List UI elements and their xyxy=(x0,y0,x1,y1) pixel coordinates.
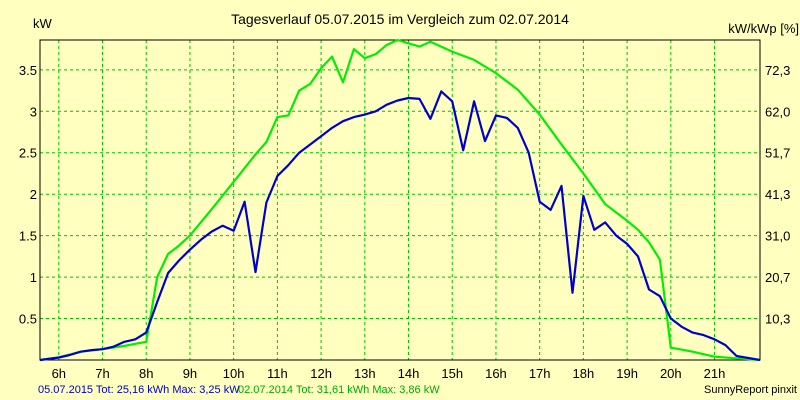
x-tick-label: 16h xyxy=(485,366,507,381)
y-tick-label-right: 62,0 xyxy=(765,104,790,119)
x-tick-label: 6h xyxy=(52,366,66,381)
footer-legend-2014: 02.07.2014 Tot: 31,61 kWh Max: 3,86 kW xyxy=(238,384,440,396)
series-line-02-07-2014 xyxy=(39,38,761,362)
footer-legend-2015: 05.07.2015 Tot: 25,16 kWh Max: 3,25 kW xyxy=(38,384,240,396)
x-tick-label: 21h xyxy=(704,366,726,381)
x-tick-label: 13h xyxy=(354,366,376,381)
y-axis-left-label: kW xyxy=(33,16,53,31)
x-tick-label: 18h xyxy=(573,366,595,381)
series-lines xyxy=(39,38,761,362)
y-tick-label-left: 2.5 xyxy=(19,146,37,161)
y-tick-label-right: 41,3 xyxy=(765,187,790,202)
x-tick-label: 14h xyxy=(398,366,420,381)
y-tick-label-left: 2 xyxy=(30,187,37,202)
y-tick-label-left: 1 xyxy=(30,270,37,285)
tick-labels: 6h 7h 8h 9h 10h 11h 12h 13h 14h 15h 16h 17h 18h 19h 20… xyxy=(19,63,790,381)
series-line-05-07-2015 xyxy=(39,90,761,362)
y-tick-label-right: 10,3 xyxy=(765,312,790,327)
x-tick-label: 15h xyxy=(441,366,463,381)
x-tick-label: 12h xyxy=(310,366,332,381)
x-tick-label: 7h xyxy=(95,366,109,381)
x-tick-label: 17h xyxy=(529,366,551,381)
x-tick-label: 20h xyxy=(660,366,682,381)
y-tick-label-right: 51,7 xyxy=(765,146,790,161)
y-tick-label-left: 1.5 xyxy=(19,229,37,244)
y-tick-label-right: 31,0 xyxy=(765,229,790,244)
y-axis-right-label: kW/kWp [%] xyxy=(728,21,799,36)
x-tick-label: 8h xyxy=(139,366,153,381)
grid-lines xyxy=(40,40,760,360)
chart-title: Tagesverlauf 05.07.2015 im Vergleich zum… xyxy=(231,11,569,27)
y-tick-label-right: 72,3 xyxy=(765,63,790,78)
x-tick-label: 9h xyxy=(183,366,197,381)
x-tick-label: 11h xyxy=(267,366,288,381)
y-tick-label-right: 20,7 xyxy=(765,270,790,285)
y-tick-label-left: 3 xyxy=(30,104,37,119)
x-tick-label: 19h xyxy=(616,366,638,381)
x-tick-label: 10h xyxy=(223,366,245,381)
y-tick-label-left: 3.5 xyxy=(19,63,37,78)
y-tick-label-left: 0.5 xyxy=(19,312,37,327)
footer-credit: SunnyReport pinxit xyxy=(704,384,797,396)
